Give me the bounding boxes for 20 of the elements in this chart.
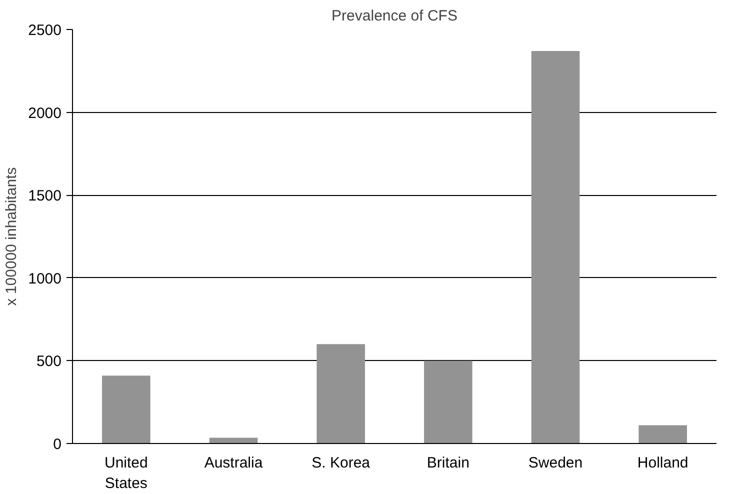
y-tick-label: 0	[53, 436, 62, 453]
bar	[316, 344, 365, 444]
x-tick-label: Britain	[426, 454, 470, 472]
y-tick-label: 2500	[28, 22, 62, 39]
x-tick-label: Australia	[204, 454, 264, 472]
y-tick-label: 1500	[28, 188, 62, 205]
y-tick-label: 500	[36, 353, 62, 370]
y-tick-label: 2000	[28, 104, 62, 122]
x-tick-label: S. Korea	[312, 454, 371, 472]
bar	[209, 438, 258, 444]
chart-title: Prevalence of CFS	[332, 8, 458, 24]
bar	[531, 51, 580, 444]
bar	[424, 360, 472, 444]
x-tick-label: United States	[104, 454, 148, 492]
bar	[102, 376, 150, 444]
bar	[638, 425, 687, 444]
x-tick-label: Holland	[637, 454, 688, 472]
x-tick-label: Sweden	[528, 454, 583, 472]
y-tick-label: 1000	[28, 270, 62, 288]
y-axis-title: x 100000 inhabitants	[3, 167, 20, 306]
